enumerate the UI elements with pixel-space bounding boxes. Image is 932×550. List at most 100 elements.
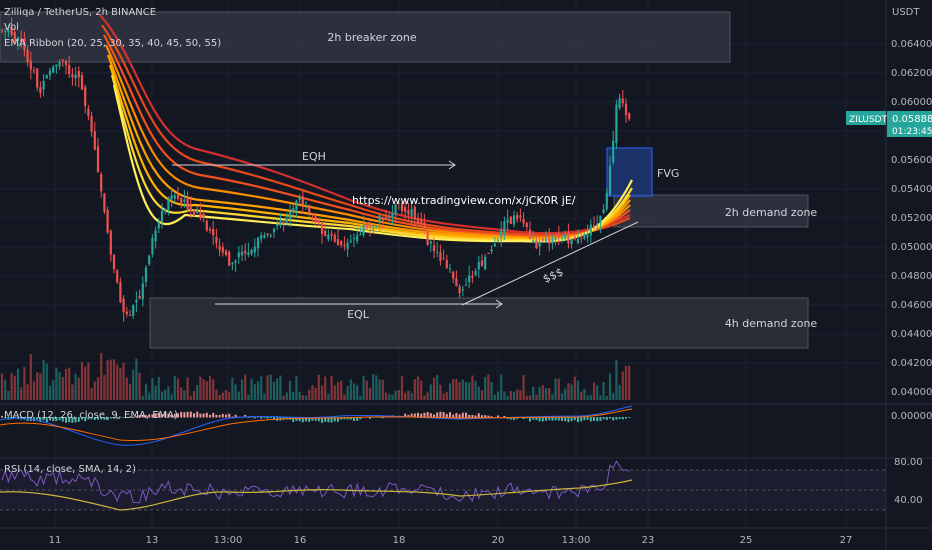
volume-bar: [192, 391, 196, 400]
candle-body: [327, 234, 330, 240]
volume-bar: [106, 360, 109, 400]
macd-histogram-bar: [541, 417, 544, 422]
current-price: 0.05888: [892, 114, 932, 125]
volume-bar: [186, 377, 189, 400]
volume-bar: [388, 394, 391, 400]
time-tick: 18: [393, 535, 406, 546]
macd-histogram-bar: [548, 417, 551, 421]
candle-body: [144, 267, 148, 282]
volume-bar: [132, 369, 135, 400]
macd-histogram-bar: [420, 413, 423, 418]
macd-histogram-bar: [202, 413, 205, 418]
volume-bar: [58, 372, 61, 400]
macd-histogram-bar: [452, 414, 455, 418]
volume-legend-label[interactable]: Vol: [4, 22, 19, 33]
macd-histogram-bar: [234, 414, 237, 418]
demand-zone-2h-box[interactable]: [613, 194, 809, 228]
candle-body: [551, 238, 554, 244]
symbol-title[interactable]: Zilliqa / TetherUS, 2h BINANCE: [4, 7, 156, 18]
volume-bar: [100, 352, 103, 400]
volume-bar: [138, 372, 141, 400]
candle-body: [317, 219, 320, 224]
liquidity-trendline[interactable]: [461, 221, 639, 306]
volume-bar: [74, 373, 77, 400]
candle-body: [311, 213, 314, 215]
candle-body: [272, 228, 276, 233]
macd-histogram-bar: [103, 417, 106, 420]
macd-legend-label[interactable]: MACD (12, 26, close, 9, EMA, EMA): [4, 410, 178, 421]
candle-body: [541, 238, 544, 241]
fvg-box[interactable]: [606, 147, 653, 197]
volume-bar: [519, 390, 522, 400]
macd-histogram-bar: [199, 413, 202, 418]
volume-bar: [464, 381, 468, 400]
volume-bar: [340, 380, 343, 400]
volume-bar: [349, 379, 352, 400]
volume-bar: [605, 395, 608, 400]
candle-body: [103, 193, 106, 212]
macd-histogram-bar: [109, 417, 112, 419]
candle-body: [461, 289, 464, 291]
volume-bar: [596, 385, 599, 400]
candle-body: [128, 314, 132, 316]
candle-body: [567, 232, 570, 244]
candle-body: [589, 224, 592, 236]
macd-histogram-bar: [602, 417, 605, 420]
candle-body: [356, 235, 359, 242]
volume-bar: [52, 380, 55, 400]
volume-bar: [176, 378, 180, 400]
volume-bar: [384, 392, 388, 400]
candle-body: [410, 208, 413, 217]
volume-bar: [404, 392, 407, 400]
volume-bar: [525, 395, 528, 400]
macd-histogram-bar: [209, 414, 211, 418]
macd-histogram-bar: [196, 411, 199, 418]
volume-bar: [84, 366, 87, 400]
volume-bar: [528, 395, 532, 400]
rsi-legend-label[interactable]: RSI (14, close, SMA, 14, 2): [4, 464, 136, 475]
demand-zone-4h-label: 4h demand zone: [725, 317, 818, 330]
volume-bar: [493, 394, 496, 400]
volume-bar: [484, 376, 487, 400]
volume-bar: [432, 377, 436, 400]
volume-bar: [189, 395, 192, 400]
macd-histogram-bar: [580, 417, 583, 422]
macd-histogram-bar: [471, 414, 474, 418]
volume-bar: [381, 379, 384, 400]
candle-body: [432, 245, 436, 252]
macd-histogram-bar: [458, 414, 461, 418]
macd-histogram-bar: [215, 414, 218, 418]
time-tick: 11: [49, 535, 62, 546]
volume-bar: [618, 384, 621, 400]
macd-histogram-bar: [538, 417, 541, 422]
breaker-zone-box[interactable]: [0, 11, 731, 63]
volume-bar: [400, 376, 404, 400]
volume-bar: [116, 364, 119, 400]
macd-histogram-bar: [369, 417, 371, 419]
macd-histogram-bar: [263, 417, 266, 418]
macd-histogram-bar: [593, 417, 595, 421]
macd-histogram-bar: [253, 417, 256, 419]
time-axis-ticks[interactable]: 11 13 13:00 16 18 20 13:00 23 25 27: [49, 535, 853, 546]
volume-bar: [144, 384, 148, 400]
candle-body: [119, 282, 122, 303]
ema-ribbon-legend-label[interactable]: EMA Ribbon (20, 25, 30, 35, 40, 45, 50, …: [4, 38, 221, 49]
volume-bar: [231, 377, 234, 400]
macd-histogram-bar: [545, 417, 547, 421]
volume-bar: [253, 384, 256, 400]
macd-histogram-bar: [273, 417, 275, 420]
macd-histogram-bar: [407, 414, 410, 418]
macd-histogram-bar: [561, 417, 563, 421]
candle-body: [260, 235, 263, 239]
volume-bar: [224, 389, 228, 400]
volume-bar: [90, 388, 93, 400]
volume-bar: [212, 379, 215, 400]
candle-body: [557, 234, 560, 239]
demand-zone-4h-box[interactable]: [149, 297, 809, 349]
macd-histogram-bar: [65, 417, 67, 423]
price-axis-ticks[interactable]: 0.06400 0.06200 0.06000 0.05600 0.05400 …: [891, 39, 932, 398]
macd-signal-line: [0, 408, 633, 441]
volume-bar: [304, 395, 308, 400]
time-tick: 27: [840, 535, 853, 546]
